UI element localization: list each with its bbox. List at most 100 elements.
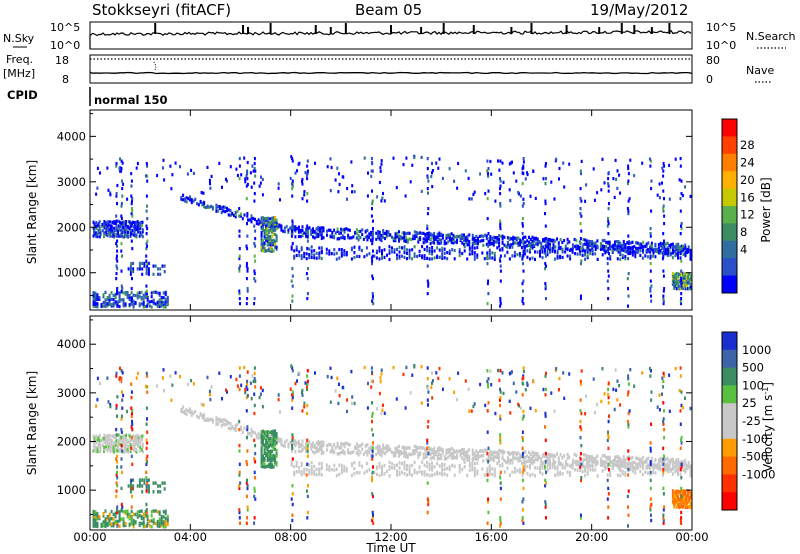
power-cell xyxy=(272,249,275,253)
power-cell xyxy=(371,259,374,263)
velocity-cell xyxy=(508,399,511,404)
power-cell xyxy=(116,239,119,243)
velocity-cell xyxy=(662,419,665,424)
velocity-cell xyxy=(684,458,687,463)
velocity-cell xyxy=(526,383,529,387)
velocity-cell xyxy=(591,457,594,462)
velocity-cell xyxy=(152,481,155,485)
power-cell xyxy=(371,242,374,246)
power-cell xyxy=(265,236,268,241)
power-cell xyxy=(135,220,138,224)
power-cell xyxy=(501,240,504,245)
velocity-cell xyxy=(654,458,657,462)
power-cell xyxy=(301,178,304,182)
power-cell xyxy=(503,243,506,247)
power-cell xyxy=(300,248,303,252)
power-cell xyxy=(338,247,341,252)
power-cell xyxy=(547,237,550,241)
velocity-cell xyxy=(443,454,446,459)
power-colorbar-tick: 28 xyxy=(740,138,755,152)
power-cell xyxy=(674,245,677,249)
velocity-cell xyxy=(104,509,107,513)
power-cell xyxy=(650,187,653,191)
velocity-cell xyxy=(649,505,652,509)
power-cell xyxy=(621,244,624,249)
radar-title: Stokkseyri (fitACF) xyxy=(92,1,231,19)
power-cell xyxy=(317,234,320,239)
velocity-cell xyxy=(325,467,328,471)
power-cell xyxy=(579,197,582,201)
power-cell xyxy=(523,245,526,249)
velocity-cell xyxy=(532,379,535,384)
velocity-cell xyxy=(252,379,255,384)
velocity-cell xyxy=(526,454,529,458)
power-cell xyxy=(194,197,197,201)
power-colorbar-tick: 16 xyxy=(740,190,755,204)
velocity-cell xyxy=(268,453,271,458)
velocity-cell xyxy=(662,508,665,512)
velocity-cell xyxy=(224,418,227,422)
velocity-cell xyxy=(303,405,306,409)
velocity-cell xyxy=(467,387,470,391)
power-cell xyxy=(291,274,294,278)
power-cell xyxy=(452,241,455,245)
power-cell xyxy=(268,229,271,233)
velocity-cell xyxy=(564,466,567,470)
power-colorbar-tick: 8 xyxy=(740,225,747,239)
velocity-cell xyxy=(523,464,526,469)
velocity-cell xyxy=(409,391,412,395)
velocity-cell xyxy=(689,503,692,507)
velocity-cell xyxy=(499,481,502,485)
power-cell xyxy=(315,234,318,238)
power-cell xyxy=(108,293,111,297)
velocity-cell xyxy=(313,464,316,469)
power-cell xyxy=(445,241,448,245)
power-cell xyxy=(483,257,486,261)
velocity-cell xyxy=(115,473,118,477)
velocity-cell xyxy=(640,457,643,462)
velocity-cell xyxy=(291,368,294,373)
velocity-cell xyxy=(148,524,151,528)
power-cell xyxy=(246,222,248,226)
power-cell xyxy=(145,292,148,296)
velocity-cell xyxy=(452,456,455,460)
power-cell xyxy=(408,251,411,256)
power-cell xyxy=(369,233,372,237)
power-cell xyxy=(129,234,132,238)
power-cell xyxy=(199,199,202,204)
power-cell xyxy=(518,252,521,256)
power-cell xyxy=(503,235,506,239)
power-cell xyxy=(674,283,677,287)
power-cell xyxy=(581,245,584,249)
velocity-cell xyxy=(278,437,281,441)
velocity-cell xyxy=(411,473,414,477)
velocity-cell xyxy=(164,509,167,513)
power-cell xyxy=(628,240,630,244)
power-cell xyxy=(626,241,629,245)
velocity-cell xyxy=(363,471,366,475)
velocity-cell xyxy=(109,449,112,453)
velocity-cell xyxy=(487,460,490,464)
power-cell xyxy=(338,256,341,260)
power-cell xyxy=(306,224,309,228)
power-cell xyxy=(291,242,294,246)
velocity-cell xyxy=(405,365,408,370)
power-cell xyxy=(636,249,639,253)
velocity-cell xyxy=(206,417,209,421)
power-cell xyxy=(141,272,144,276)
power-cell xyxy=(371,189,373,193)
velocity-cell xyxy=(499,524,502,528)
power-cell xyxy=(606,250,609,254)
power-cell xyxy=(535,236,537,240)
velocity-cell xyxy=(274,429,277,433)
velocity-cell xyxy=(413,460,416,465)
velocity-cell xyxy=(501,456,504,460)
velocity-cell xyxy=(426,510,429,515)
power-cell xyxy=(104,300,107,304)
velocity-cell xyxy=(146,441,149,445)
velocity-cell xyxy=(420,446,423,450)
power-cell xyxy=(633,174,636,178)
power-cell xyxy=(312,227,314,231)
velocity-cell xyxy=(398,454,400,458)
velocity-cell xyxy=(426,438,429,443)
